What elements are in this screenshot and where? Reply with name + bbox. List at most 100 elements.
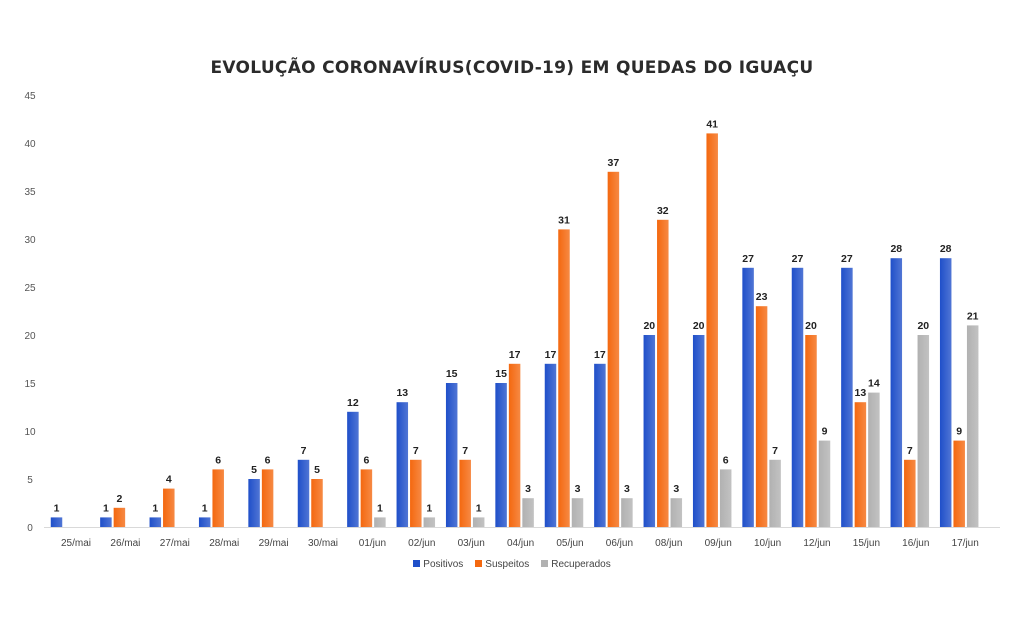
bar-positivos-30/mai	[297, 459, 310, 527]
data-label-suspeitos: 20	[805, 320, 817, 332]
bar-recuperados-15/jun	[868, 392, 880, 527]
data-label-suspeitos: 7	[907, 445, 913, 457]
y-tick-label: 15	[24, 379, 36, 390]
data-label-recuperados: 1	[476, 502, 482, 514]
bar-suspeitos-30/mai	[311, 479, 323, 527]
chart-title: EVOLUÇÃO CORONAVÍRUS(COVID-19) EM QUEDAS…	[210, 58, 814, 78]
y-tick-label: 35	[24, 187, 36, 198]
x-tick-label: 09/jun	[705, 538, 732, 549]
bar-suspeitos-26/mai	[113, 507, 126, 527]
bar-positivos-03/jun	[445, 383, 458, 527]
data-label-positivos: 1	[152, 502, 158, 514]
bar-suspeitos-17/jun	[953, 440, 965, 527]
bar-suspeitos-29/mai	[261, 469, 274, 527]
bar-suspeitos-28/mai	[212, 469, 224, 527]
x-tick-label: 06/jun	[606, 538, 633, 549]
bar-recuperados-10/jun	[769, 459, 781, 527]
data-label-positivos: 15	[446, 368, 458, 380]
bar-recuperados-02/jun	[423, 517, 436, 527]
y-tick-label: 45	[24, 91, 36, 102]
data-label-recuperados: 3	[624, 483, 630, 495]
bar-recuperados-03/jun	[472, 517, 485, 527]
data-label-suspeitos: 17	[509, 349, 521, 361]
data-label-positivos: 7	[301, 445, 307, 457]
y-tick-label: 0	[27, 523, 33, 534]
x-tick-label: 27/mai	[160, 538, 190, 549]
data-label-recuperados: 1	[377, 502, 383, 514]
data-label-suspeitos: 5	[314, 464, 320, 476]
x-tick-label: 25/mai	[61, 538, 91, 549]
x-tick-label: 16/jun	[902, 538, 929, 549]
bar-positivos-04/jun	[495, 383, 507, 527]
data-label-suspeitos: 31	[558, 214, 570, 226]
data-label-suspeitos: 7	[413, 445, 419, 457]
legend-swatch	[413, 560, 421, 567]
bar-recuperados-06/jun	[621, 498, 633, 527]
bar-positivos-27/mai	[149, 517, 162, 527]
y-tick-label: 5	[27, 475, 33, 486]
x-tick-label: 17/jun	[952, 538, 979, 549]
data-label-recuperados: 20	[917, 320, 929, 332]
data-label-suspeitos: 4	[166, 474, 172, 486]
bar-positivos-10/jun	[742, 267, 754, 527]
data-label-positivos: 1	[202, 502, 208, 514]
legend-item-suspeitos: Suspeitos	[475, 559, 529, 570]
bar-recuperados-09/jun	[719, 469, 732, 527]
bar-suspeitos-05/jun	[558, 229, 570, 527]
bar-suspeitos-06/jun	[607, 171, 620, 528]
bar-recuperados-05/jun	[571, 498, 584, 527]
bar-positivos-28/mai	[198, 517, 211, 527]
bar-suspeitos-10/jun	[755, 306, 768, 527]
data-label-positivos: 5	[251, 464, 257, 476]
data-label-positivos: 20	[693, 320, 705, 332]
data-label-positivos: 28	[940, 243, 952, 255]
x-tick-label: 29/mai	[259, 538, 289, 549]
y-tick-label: 25	[24, 283, 36, 294]
data-label-recuperados: 3	[673, 483, 679, 495]
legend-swatch	[541, 560, 549, 567]
legend-item-positivos: Positivos	[413, 559, 463, 570]
x-tick-label: 05/jun	[556, 538, 583, 549]
x-tick-label: 02/jun	[408, 538, 435, 549]
bar-positivos-15/jun	[841, 267, 853, 527]
bar-suspeitos-12/jun	[805, 335, 817, 527]
data-label-recuperados: 3	[575, 483, 581, 495]
data-label-recuperados: 7	[772, 445, 778, 457]
bar-suspeitos-15/jun	[854, 402, 867, 527]
bar-positivos-25/mai	[50, 517, 63, 527]
bar-recuperados-17/jun	[966, 325, 979, 527]
legend-label: Positivos	[423, 559, 464, 570]
legend-swatch	[475, 560, 483, 567]
data-label-suspeitos: 9	[956, 426, 962, 438]
bar-positivos-12/jun	[791, 267, 804, 527]
bar-positivos-06/jun	[594, 363, 606, 527]
data-label-suspeitos: 41	[706, 118, 718, 130]
data-label-recuperados: 6	[723, 454, 729, 466]
x-tick-label: 26/mai	[110, 538, 140, 549]
legend-label: Suspeitos	[485, 559, 530, 570]
bar-suspeitos-09/jun	[706, 133, 718, 527]
bar-suspeitos-04/jun	[508, 363, 521, 527]
bar-positivos-16/jun	[890, 258, 903, 527]
data-label-positivos: 27	[792, 253, 804, 265]
data-label-suspeitos: 13	[855, 387, 867, 399]
bar-recuperados-16/jun	[917, 335, 930, 527]
data-label-suspeitos: 6	[215, 454, 221, 466]
x-tick-label: 03/jun	[458, 538, 485, 549]
data-label-positivos: 17	[545, 349, 557, 361]
data-label-recuperados: 21	[967, 310, 979, 322]
bar-suspeitos-03/jun	[459, 459, 471, 527]
bar-suspeitos-08/jun	[657, 219, 669, 528]
bar-suspeitos-16/jun	[904, 459, 916, 527]
data-label-positivos: 27	[841, 253, 853, 265]
data-label-positivos: 12	[347, 397, 359, 409]
bar-positivos-01/jun	[347, 411, 359, 527]
x-tick-label: 28/mai	[209, 538, 239, 549]
data-label-positivos: 1	[103, 502, 109, 514]
bar-suspeitos-02/jun	[410, 459, 422, 527]
y-tick-label: 40	[24, 139, 36, 150]
y-tick-label: 30	[24, 235, 36, 246]
data-label-positivos: 20	[643, 320, 655, 332]
